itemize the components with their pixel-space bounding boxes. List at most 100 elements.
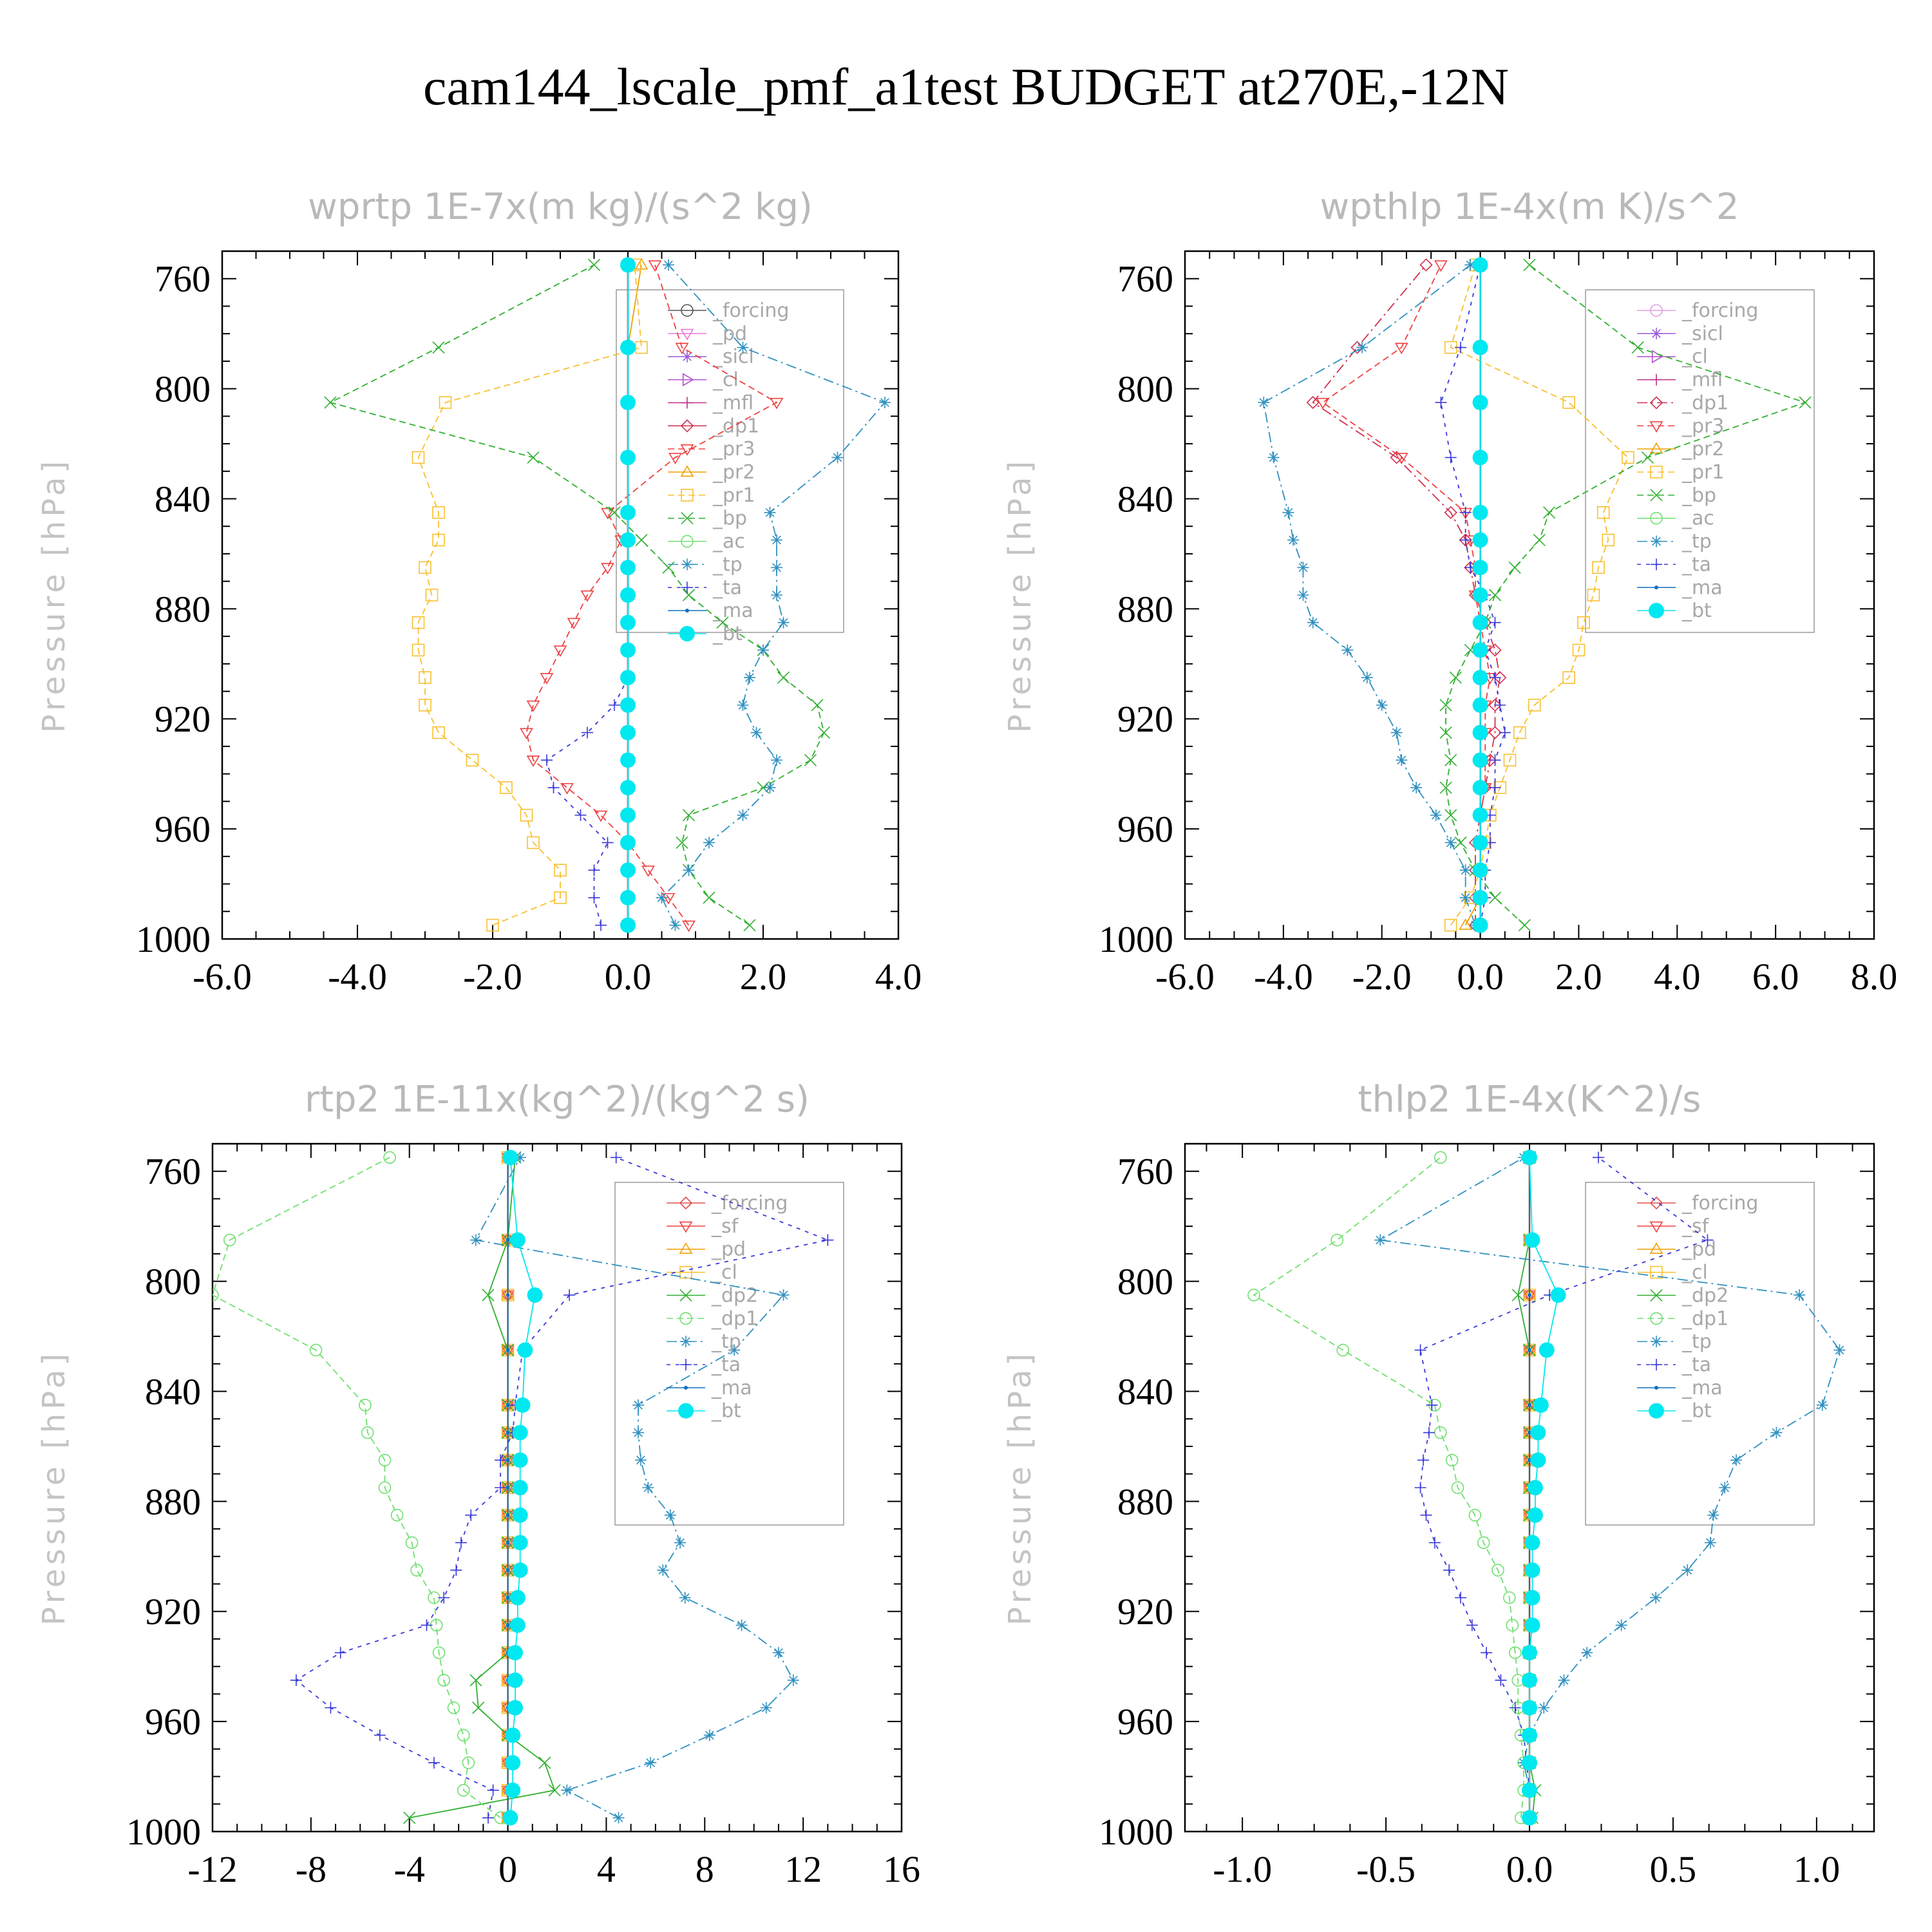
legend-marker [679, 1312, 692, 1325]
legend-marker [1651, 374, 1662, 386]
data-point [587, 258, 601, 271]
data-point [324, 396, 337, 409]
legend-item: _pr3 [1637, 415, 1724, 437]
data-point [1361, 672, 1373, 684]
panel-title: rtp2 1E-11x(kg^2)/(kg^2 s) [305, 1079, 810, 1121]
data-point [620, 917, 636, 933]
data-point [469, 1234, 482, 1246]
y-tick-label: 760 [1117, 258, 1173, 300]
panel-title: wpthlp 1E-4x(m K)/s^2 [1320, 186, 1739, 228]
data-point [831, 451, 844, 464]
legend-marker [681, 558, 693, 571]
legend-label: _pr3 [712, 438, 755, 460]
data-point [1493, 671, 1507, 685]
y-tick-label: 920 [155, 698, 211, 740]
data-point [574, 809, 587, 821]
data-point [1488, 698, 1502, 712]
legend-item: _sicl [1637, 323, 1723, 345]
series-line [1321, 264, 1491, 925]
series-line [295, 1157, 830, 1818]
legend-marker [1651, 535, 1662, 547]
data-point [1423, 1426, 1435, 1439]
data-point [1356, 341, 1368, 354]
legend-label: _tp [712, 553, 743, 576]
data-point [1502, 1591, 1516, 1604]
data-point [1428, 1537, 1441, 1549]
legend-label: _bp [712, 507, 747, 530]
data-point [1488, 891, 1502, 904]
legend-label: _tp [711, 1331, 741, 1353]
data-point [744, 672, 755, 684]
data-point [1499, 726, 1511, 739]
chart-panel-wprtp: wprtp 1E-7x(m kg)/(s^2 kg) Pressure [hPa]… [36, 186, 922, 998]
data-point [1530, 1452, 1546, 1468]
x-tick-label: 1.0 [1794, 1848, 1841, 1890]
legend-item: _bt [1637, 600, 1712, 622]
data-point [428, 1757, 440, 1769]
legend-label: _ac [712, 531, 745, 553]
data-point [620, 532, 636, 548]
data-point [512, 1535, 528, 1551]
legend-marker [1649, 1403, 1664, 1419]
data-point [804, 753, 817, 766]
legend-marker [1651, 1359, 1662, 1370]
data-point [1522, 1810, 1537, 1826]
data-point [1730, 1454, 1742, 1466]
data-point [526, 755, 540, 767]
data-point [1477, 1536, 1490, 1549]
legend-item: _ta [1637, 553, 1711, 576]
data-point [527, 451, 540, 464]
series-line [1253, 1157, 1524, 1818]
x-tick-label: 2.0 [1555, 956, 1602, 998]
legend-label: _forcing [1681, 299, 1758, 322]
data-point [560, 782, 574, 795]
legend-item: _tp [667, 1331, 741, 1353]
data-point [1488, 589, 1502, 601]
data-point [634, 1454, 647, 1466]
data-point [620, 339, 636, 355]
data-point [1513, 726, 1526, 739]
data-point [1472, 889, 1488, 905]
y-tick-label: 800 [1117, 1261, 1173, 1303]
series-bt [620, 257, 636, 933]
legend-label: _pd [1681, 1238, 1716, 1261]
series-tp [656, 259, 891, 931]
data-point [495, 1454, 507, 1466]
legend-label: _pr2 [1681, 438, 1724, 460]
x-tick-label: -6.0 [193, 956, 252, 998]
data-point [620, 862, 636, 878]
legend-marker [1649, 396, 1663, 410]
legend-label: _ma [1681, 576, 1723, 599]
series-dp2 [403, 1151, 561, 1824]
data-point [432, 506, 445, 519]
data-point [290, 1674, 302, 1687]
data-point [1506, 1618, 1519, 1632]
data-point [1455, 1591, 1466, 1604]
series-ta [290, 1151, 834, 1824]
data-point [1472, 560, 1488, 576]
data-point [1523, 258, 1536, 271]
data-point [620, 257, 636, 273]
data-point [1577, 616, 1590, 629]
data-point [620, 642, 636, 658]
data-point [1489, 782, 1501, 794]
data-point [1631, 341, 1644, 354]
data-point [325, 1701, 337, 1714]
data-point [1390, 451, 1403, 464]
data-point [674, 1537, 687, 1549]
data-point [620, 807, 636, 823]
data-point [378, 1454, 392, 1467]
series-ta [1414, 1151, 1714, 1824]
x-tick-label: 0.5 [1650, 1848, 1697, 1890]
data-point [645, 1757, 657, 1769]
series-line [417, 265, 642, 926]
data-point [1414, 1482, 1426, 1493]
data-point [620, 450, 636, 466]
data-point [1472, 614, 1488, 630]
x-tick-label: -0.5 [1356, 1848, 1416, 1890]
data-point [1434, 1426, 1447, 1439]
y-tick-label: 800 [1117, 368, 1173, 410]
legend-marker [1651, 1336, 1662, 1348]
data-point [1701, 1234, 1714, 1246]
data-point [1816, 1399, 1828, 1411]
